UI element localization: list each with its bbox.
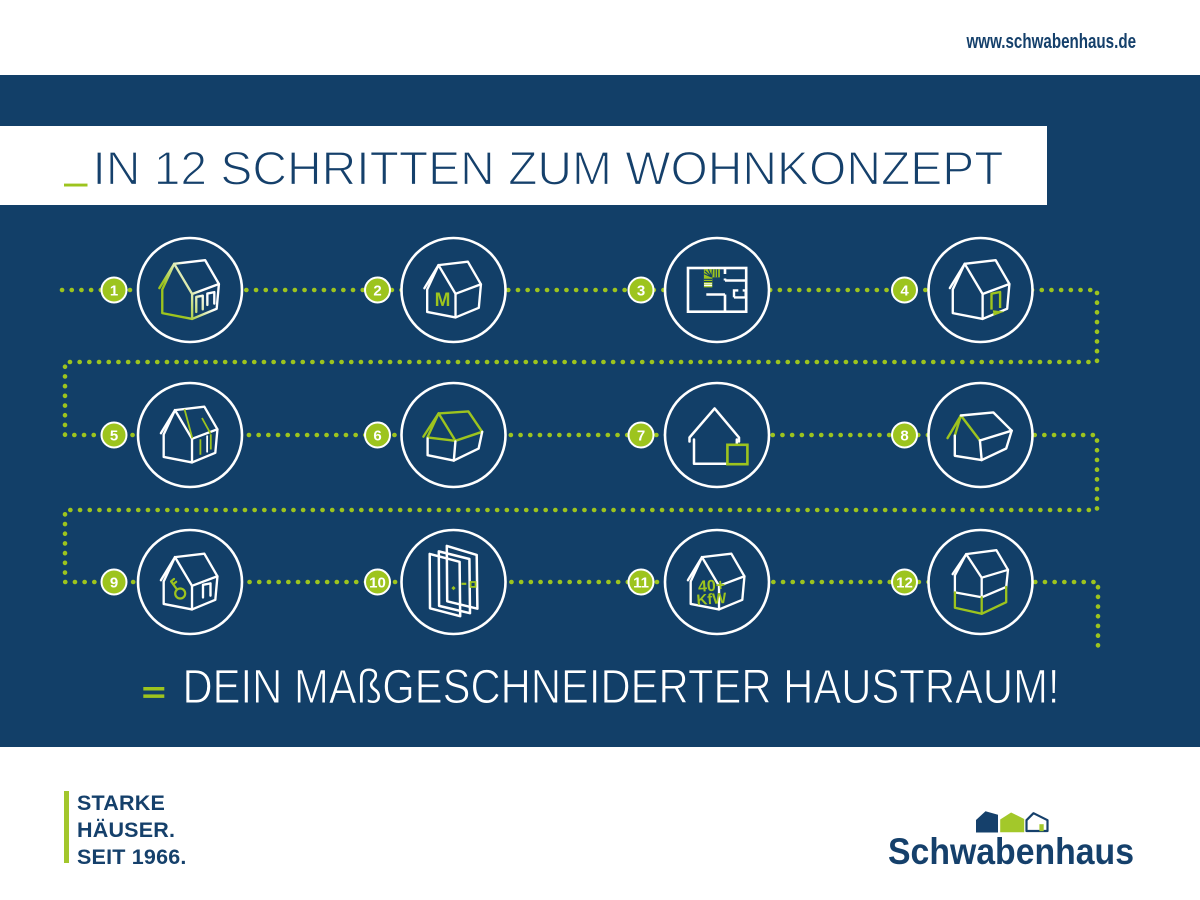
svg-text:M: M — [435, 290, 451, 311]
svg-text:www.schwabenhaus.de: www.schwabenhaus.de — [966, 31, 1136, 53]
svg-text:1: 1 — [110, 283, 118, 300]
svg-text:2: 2 — [373, 283, 381, 300]
svg-text:IN 12 SCHRITTEN ZUM WOHNKONZEP: IN 12 SCHRITTEN ZUM WOHNKONZEPT — [93, 141, 1004, 194]
svg-text:9: 9 — [110, 575, 118, 592]
svg-text:4: 4 — [900, 283, 909, 300]
svg-text:DEIN MAßGESCHNEIDERTER HAUSTRA: DEIN MAßGESCHNEIDERTER HAUSTRAUM! — [183, 661, 1060, 714]
svg-text:12: 12 — [896, 575, 913, 592]
svg-text:KfW: KfW — [696, 590, 728, 609]
svg-text:7: 7 — [637, 428, 645, 445]
svg-text:3: 3 — [637, 283, 645, 300]
svg-text:10: 10 — [369, 575, 386, 592]
svg-text:6: 6 — [373, 428, 381, 445]
svg-text:11: 11 — [633, 575, 649, 592]
svg-text:8: 8 — [900, 428, 908, 445]
svg-text:5: 5 — [110, 428, 118, 445]
svg-text:40+: 40+ — [697, 577, 725, 596]
svg-text:Schwabenhaus: Schwabenhaus — [888, 831, 1134, 872]
